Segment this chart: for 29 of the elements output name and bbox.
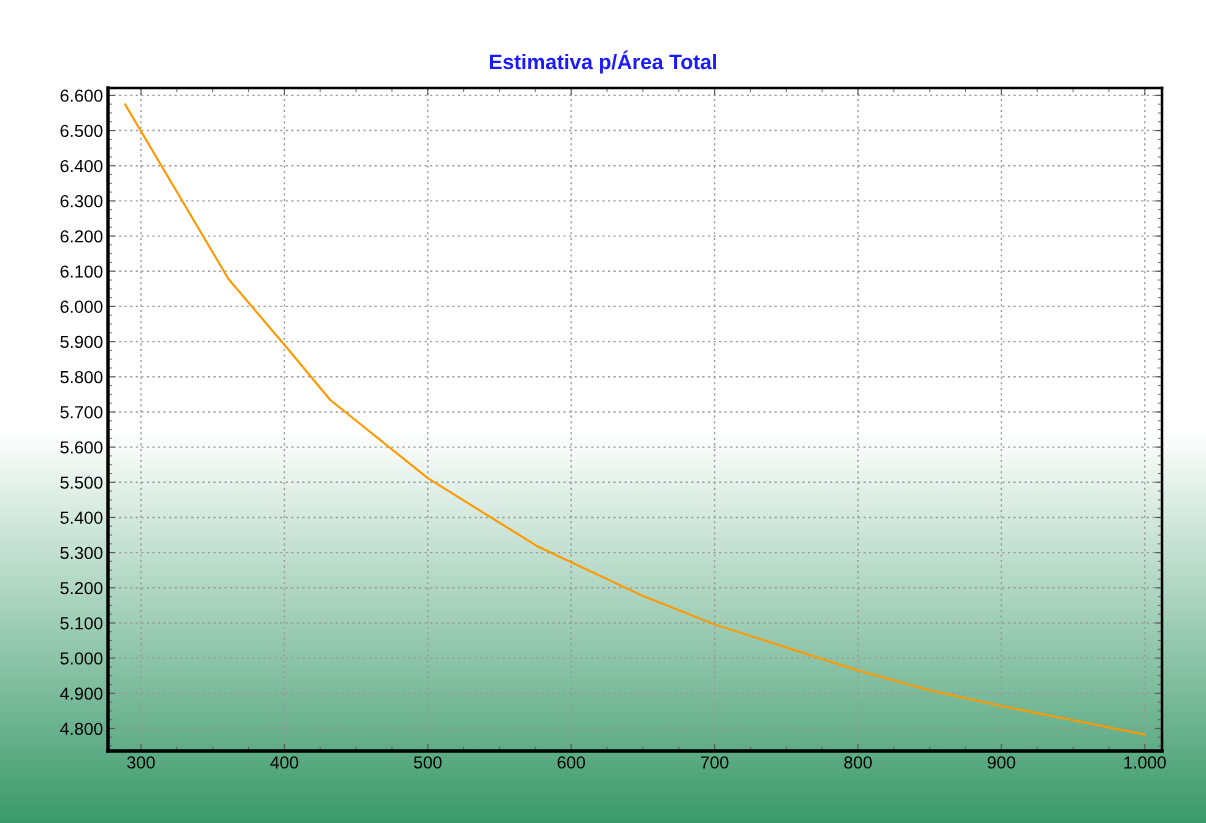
- x-tick-label: 700: [701, 756, 729, 769]
- y-tick-label: 5.700: [60, 406, 103, 419]
- y-tick-label: 4.800: [60, 722, 103, 735]
- y-tick-label: 6.200: [60, 230, 103, 243]
- y-tick-label: 6.300: [60, 195, 103, 208]
- y-tick-label: 5.300: [60, 546, 103, 560]
- y-tick-label: 6.400: [60, 159, 103, 173]
- x-tick-label: 300: [127, 756, 155, 769]
- y-tick-label: 5.100: [60, 617, 103, 630]
- y-tick-label: 6.600: [60, 89, 103, 102]
- line-series: [124, 103, 1146, 736]
- y-tick-label: 5.800: [60, 370, 103, 384]
- y-tick-label: 6.100: [60, 265, 103, 278]
- y-tick-label: 5.200: [60, 581, 103, 595]
- chart-title: Estimativa p/Área Total: [489, 50, 716, 74]
- y-tick-label: 6.500: [60, 124, 103, 138]
- x-tick-label: 900: [987, 756, 1016, 769]
- y-tick-label: 5.000: [60, 652, 103, 665]
- x-tick-label: 400: [270, 756, 299, 769]
- y-tick-label: 5.400: [60, 511, 103, 524]
- y-tick-label: 4.900: [60, 687, 103, 700]
- x-tick-label: 500: [414, 756, 442, 769]
- y-tick-label: 6.000: [60, 300, 103, 313]
- x-tick-label: 800: [844, 756, 872, 769]
- x-tick-label: 1.000: [1124, 756, 1166, 769]
- y-tick-label: 5.900: [60, 335, 103, 349]
- x-tick-label: 600: [557, 756, 585, 769]
- y-tick-label: 5.500: [60, 476, 103, 489]
- y-tick-label: 5.600: [60, 441, 103, 454]
